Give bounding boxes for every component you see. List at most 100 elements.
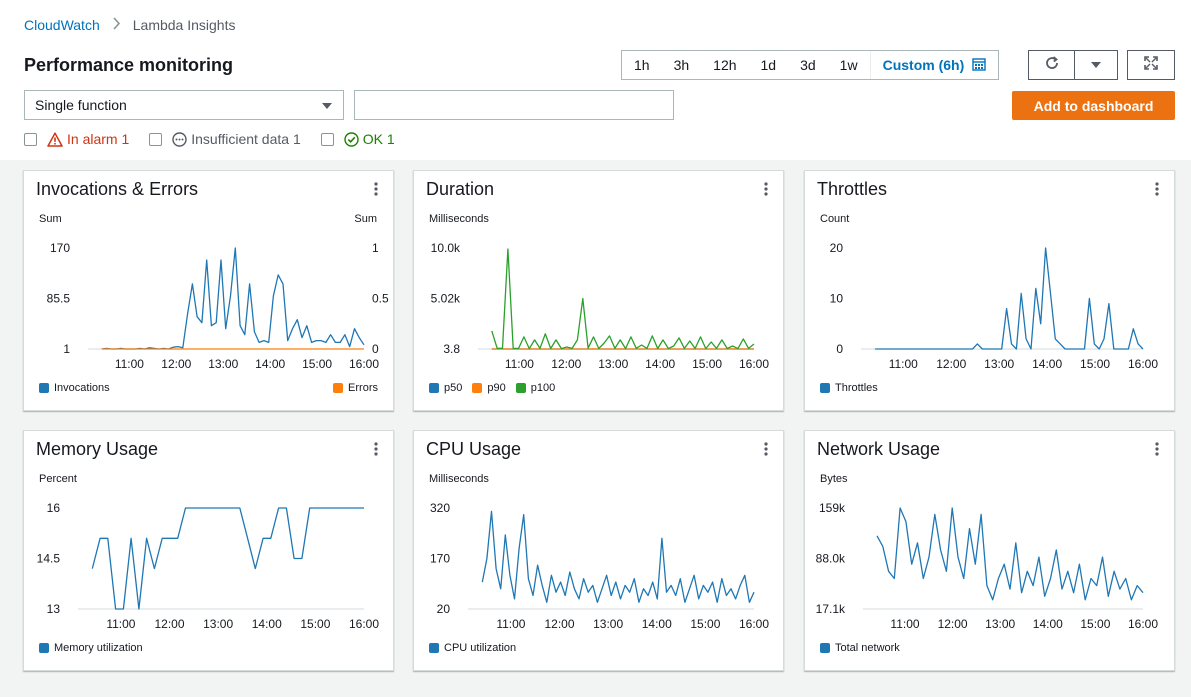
time-range-1d[interactable]: 1d — [760, 57, 777, 73]
more-vertical-icon[interactable] — [1152, 441, 1162, 457]
header-area: CloudWatch Lambda Insights Performance m… — [0, 0, 1191, 160]
breadcrumb-cloudwatch-link[interactable]: CloudWatch — [24, 17, 100, 33]
calendar-icon — [972, 57, 986, 74]
legend-item-invocations[interactable]: Invocations — [39, 382, 110, 394]
custom-range-label: Custom (6h) — [882, 57, 965, 73]
series-line-invocations — [101, 247, 365, 350]
legend-swatch — [820, 643, 830, 653]
refresh-button[interactable] — [1028, 50, 1075, 80]
chevron-right-icon — [112, 17, 121, 33]
network-usage-widget: Network Usage Bytes 159k 88.0k 17.1k 11:00 12:… — [804, 430, 1175, 671]
chart-legend: Invocations Errors — [39, 382, 378, 394]
y-axis-unit: Sum — [39, 213, 62, 225]
alarm-filters: In alarm 1 Insufficient data 1 OK 1 — [24, 131, 415, 147]
chart-legend: Memory utilization — [39, 642, 378, 654]
y-tick-label: 170 — [50, 241, 70, 255]
more-vertical-icon[interactable] — [371, 441, 381, 457]
in-alarm-checkbox[interactable] — [24, 132, 37, 146]
x-tick-label: 12:00 — [161, 357, 191, 371]
ok-checkbox[interactable] — [320, 132, 334, 146]
chart-plot: 170 85.5 1 1 0.5 0 11:00 12:00 13:00 14:00 15:00 16… — [47, 241, 389, 371]
y-tick-label: 14.5 — [37, 552, 61, 566]
caret-down-icon — [321, 97, 333, 113]
legend-swatch — [39, 643, 49, 653]
time-range-3d[interactable]: 3d — [800, 57, 816, 73]
more-vertical-icon[interactable] — [761, 441, 771, 457]
chart-plot: 320 170 20 11:00 12:00 13:00 14:00 15:00 16:00 — [430, 501, 769, 631]
chart-plot: 10.0k 5.02k 3.8 11:00 12:00 13:00 14:00 15:00 16… — [431, 241, 770, 371]
x-tick-label: 12:00 — [155, 617, 185, 631]
x-tick-label: 16:00 — [1128, 357, 1158, 371]
x-tick-label: 13:00 — [985, 617, 1015, 631]
y-tick-label: 159k — [819, 501, 846, 515]
y-tick-label: 10 — [830, 292, 844, 306]
x-tick-label: 11:00 — [889, 357, 918, 371]
widget-title: Duration — [426, 179, 495, 199]
time-range-custom[interactable]: Custom (6h) — [869, 51, 999, 79]
y-tick-label: 20 — [437, 602, 451, 616]
legend-item-p100[interactable]: p100 — [515, 382, 555, 394]
legend-item-cpu-utilization[interactable]: CPU utilization — [429, 642, 516, 654]
legend-item-errors[interactable]: Errors — [333, 382, 378, 394]
y-tick-label: 85.5 — [47, 292, 71, 306]
legend-label: Invocations — [54, 382, 110, 394]
legend-label: p50 — [444, 382, 463, 394]
time-range-12h[interactable]: 12h — [713, 57, 737, 73]
x-tick-label: 14:00 — [1033, 617, 1063, 631]
y-tick-label: 17.1k — [816, 602, 846, 616]
breadcrumb-current: Lambda Insights — [132, 17, 236, 33]
add-to-dashboard-button[interactable]: Add to dashboard — [1012, 91, 1175, 120]
series-line-p100 — [491, 248, 755, 350]
y-tick-label: 5.02k — [431, 292, 461, 306]
y-axis-unit: Count — [820, 213, 850, 225]
time-range-3h[interactable]: 3h — [673, 57, 690, 73]
x-tick-label: 16:00 — [739, 617, 769, 631]
filter-ok: OK 1 — [320, 131, 395, 147]
x-tick-label: 14:00 — [252, 617, 282, 631]
refresh-options-button[interactable] — [1075, 50, 1118, 80]
more-vertical-icon[interactable] — [1152, 181, 1162, 197]
page-title: Performance monitoring — [24, 55, 234, 75]
throttles-widget: Throttles Count 20 10 0 11:00 12:00 13:00 14:00 1… — [804, 170, 1175, 411]
legend-label: p90 — [487, 382, 506, 394]
x-tick-label: 14:00 — [645, 357, 675, 371]
time-range-1h[interactable]: 1h — [634, 57, 650, 73]
time-range-1w[interactable]: 1w — [839, 57, 858, 73]
y-axis-right-unit: Sum — [354, 213, 377, 225]
legend-item-p90[interactable]: p90 — [472, 382, 506, 394]
legend-item-throttles[interactable]: Throttles — [820, 382, 878, 394]
y-tick-label: 16 — [47, 501, 61, 515]
function-mode-select[interactable]: Single function — [24, 90, 344, 120]
insufficient-data-checkbox[interactable] — [149, 132, 163, 146]
legend-swatch — [429, 643, 439, 653]
legend-item-total-network[interactable]: Total network — [820, 642, 900, 654]
x-tick-label: 12:00 — [551, 357, 581, 371]
chart-legend: Throttles — [820, 382, 1159, 394]
y-tick-label: 20 — [830, 241, 844, 255]
cpu-usage-widget: CPU Usage Milliseconds 320 170 20 11:00 12:00 1… — [413, 430, 784, 671]
y-tick-label: 3.8 — [443, 342, 460, 356]
filter-insufficient-data: Insufficient data 1 — [149, 131, 301, 147]
fullscreen-icon — [1144, 55, 1158, 75]
more-vertical-icon[interactable] — [761, 181, 771, 197]
y-tick-label: 10.0k — [431, 241, 461, 255]
series-line-memory-utilization — [91, 507, 364, 610]
legend-item-p50[interactable]: p50 — [429, 382, 462, 394]
time-range-selector: 1h 3h 12h 1d 3d 1w Custom (6h) — [621, 50, 1000, 80]
function-mode-value: Single function — [35, 97, 127, 113]
x-tick-label: 14:00 — [255, 357, 285, 371]
legend-item-memory-utilization[interactable]: Memory utilization — [39, 642, 143, 654]
x-tick-label: 15:00 — [302, 357, 332, 371]
x-tick-label: 15:00 — [1080, 357, 1110, 371]
legend-label: Total network — [835, 642, 900, 654]
legend-swatch — [39, 383, 49, 393]
function-name-input[interactable] — [354, 90, 674, 120]
x-tick-label: 16:00 — [739, 357, 769, 371]
x-tick-label: 16:00 — [349, 357, 379, 371]
x-tick-label: 13:00 — [984, 357, 1014, 371]
fullscreen-button[interactable] — [1127, 50, 1175, 80]
breadcrumb: CloudWatch Lambda Insights — [24, 17, 235, 33]
ellipsis-circle-icon — [172, 131, 187, 147]
more-vertical-icon[interactable] — [371, 181, 381, 197]
ok-label: OK 1 — [362, 131, 395, 147]
